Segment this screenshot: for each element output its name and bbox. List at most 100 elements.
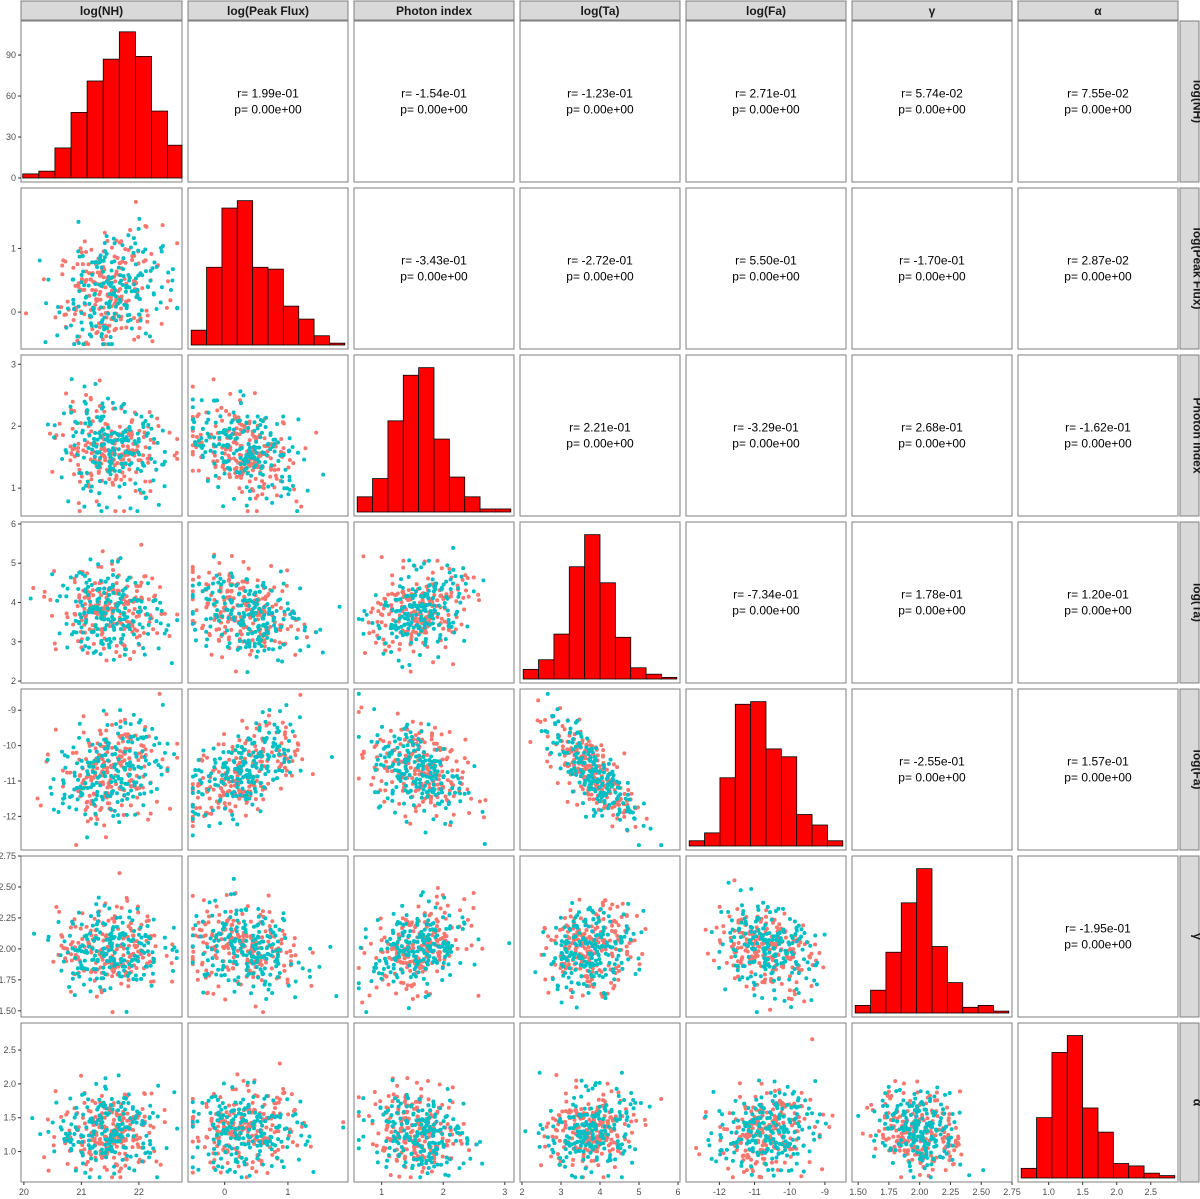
scatter-point-group-a: [294, 499, 299, 504]
scatter-point-group-a: [106, 918, 111, 923]
scatter-point-group-b: [87, 749, 92, 754]
scatter-point-group-a: [241, 559, 246, 564]
scatter-point-group-b: [394, 634, 399, 639]
scatter-point-group-a: [285, 627, 290, 632]
scatter-point-group-b: [105, 723, 110, 728]
scatter-point-group-a: [172, 453, 177, 458]
scatter-point-group-b: [234, 925, 239, 930]
scatter-point-group-b: [305, 488, 310, 493]
y-tick-label: -11: [4, 776, 16, 786]
scatter-point-group-b: [151, 599, 156, 604]
scatter-point-group-b: [86, 584, 91, 589]
panel-border: [1017, 688, 1179, 851]
scatter-point-group-b: [423, 642, 428, 647]
scatter-point-group-b: [83, 421, 88, 426]
scatter-point-group-b: [230, 779, 235, 784]
scatter-point-group-b: [611, 773, 616, 778]
scatter-point-group-b: [206, 410, 211, 415]
scatter-point-group-a: [175, 437, 180, 442]
scatter-point-group-b: [140, 625, 145, 630]
scatter-point-group-b: [90, 272, 95, 277]
scatter-point-group-a: [130, 623, 135, 628]
scatter-point-group-b: [588, 758, 593, 763]
scatter-point-group-b: [272, 736, 277, 741]
scatter-point-group-b: [247, 644, 252, 649]
scatter-point-group-b: [297, 715, 302, 720]
scatter-point-group-b: [262, 648, 267, 653]
scatter-point-group-b: [110, 582, 115, 587]
scatter-point-group-b: [123, 461, 128, 466]
scatter-point-group-a: [205, 909, 210, 914]
scatter-point-group-a: [64, 391, 69, 396]
scatter-point-group-b: [127, 285, 132, 290]
scatter-point-group-b: [298, 768, 303, 773]
scatter-point-group-a: [270, 604, 275, 609]
scatter-point-group-a: [245, 429, 250, 434]
column-strip-label: log(Ta): [580, 4, 619, 18]
scatter-point-group-b: [238, 645, 243, 650]
scatter-point-group-a: [82, 595, 87, 600]
scatter-point-group-a: [283, 735, 288, 740]
scatter-point-group-b: [408, 623, 413, 628]
panel-log-fa-vs-log-nh: -12-11-10-9: [3, 688, 183, 851]
scatter-point-group-a: [443, 794, 448, 799]
scatter-point-group-a: [159, 612, 164, 617]
correlation-p: p= 0.00e+00: [1064, 103, 1132, 117]
scatter-point-group-b: [62, 939, 67, 944]
scatter-point-group-b: [126, 623, 131, 628]
scatter-point-group-b: [86, 416, 91, 421]
scatter-point-group-b: [65, 645, 70, 650]
scatter-point-group-a: [149, 252, 154, 257]
scatter-point-group-b: [243, 923, 248, 928]
scatter-point-group-a: [147, 410, 152, 415]
scatter-point-group-a: [442, 619, 447, 624]
scatter-point-group-b: [84, 933, 89, 938]
scatter-point-group-b: [65, 306, 70, 311]
scatter-point-group-b: [231, 410, 236, 415]
scatter-point-group-b: [152, 260, 157, 265]
scatter-point-group-b: [252, 601, 257, 606]
scatter-point-group-b: [594, 746, 599, 751]
scatter-point-group-b: [162, 484, 167, 489]
scatter-point-group-b: [431, 626, 436, 631]
scatter-point-group-a: [148, 811, 153, 816]
scatter-point-group-a: [462, 756, 467, 761]
scatter-point-group-a: [117, 871, 122, 876]
scatter-point-group-a: [110, 480, 115, 485]
scatter-point-group-b: [200, 589, 205, 594]
row-strip-label: log(Ta): [1191, 583, 1200, 622]
scatter-point-group-b: [580, 755, 585, 760]
scatter-point-group-b: [266, 484, 271, 489]
scatter-point-group-b: [279, 624, 284, 629]
scatter-point-group-a: [69, 452, 74, 457]
scatter-point-group-a: [227, 475, 232, 480]
scatter-point-group-b: [389, 631, 394, 636]
scatter-point-group-a: [198, 805, 203, 810]
scatter-point-group-a: [228, 447, 233, 452]
scatter-point-group-b: [98, 985, 103, 990]
scatter-point-group-b: [585, 736, 590, 741]
scatter-point-group-b: [135, 287, 140, 292]
scatter-point-group-b: [425, 794, 430, 799]
scatter-point-group-b: [138, 783, 143, 788]
scatter-point-group-a: [408, 765, 413, 770]
scatter-point-group-b: [220, 456, 225, 461]
scatter-point-group-a: [132, 650, 137, 655]
scatter-point-group-a: [390, 573, 395, 578]
scatter-point-group-a: [211, 576, 216, 581]
scatter-point-group-b: [220, 959, 225, 964]
scatter-point-group-b: [110, 788, 115, 793]
scatter-point-group-b: [262, 966, 267, 971]
scatter-point-group-a: [622, 814, 627, 819]
scatter-point-group-b: [128, 317, 133, 322]
scatter-point-group-b: [106, 396, 111, 401]
scatter-point-group-b: [57, 631, 62, 636]
scatter-point-group-a: [243, 813, 248, 818]
scatter-point-group-b: [68, 323, 73, 328]
scatter-point-group-a: [390, 780, 395, 785]
scatter-point-group-b: [360, 617, 365, 622]
scatter-point-group-b: [114, 791, 119, 796]
scatter-point-group-b: [102, 988, 107, 993]
scatter-point-group-b: [139, 941, 144, 946]
correlation-r: r= -2.72e-01: [567, 254, 633, 268]
